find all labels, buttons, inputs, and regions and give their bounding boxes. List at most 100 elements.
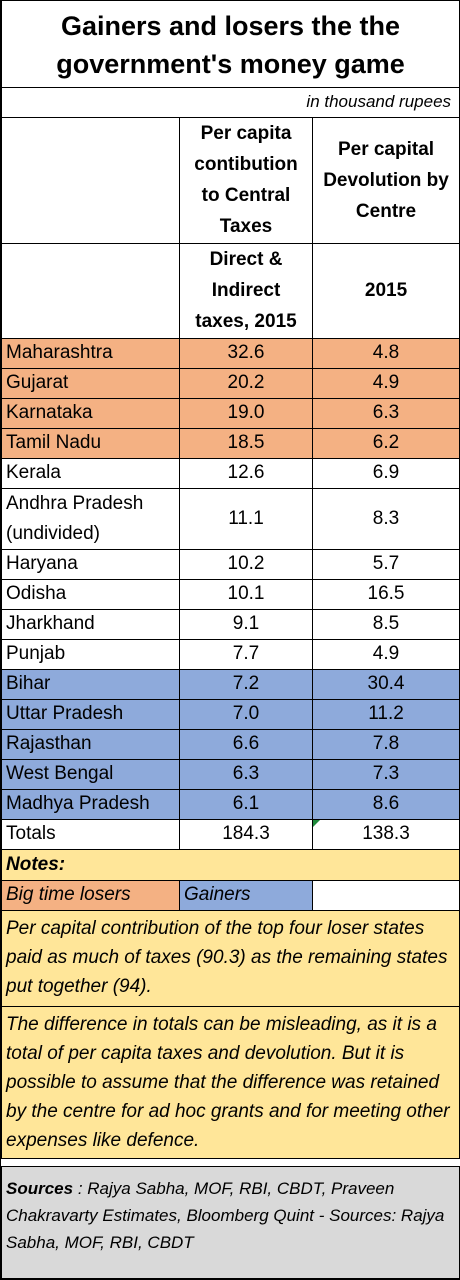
state-name-line: Punjab [6,643,66,664]
notes-heading-row: Notes: [0,848,460,881]
state-name: Punjab [1,638,180,670]
devolution-value: 8.5 [311,608,460,640]
subheader-contribution-line: taxes, 2015 [195,311,297,332]
header-contribution: Per capita contibution to Central Taxes [179,116,313,244]
table-row: Karnataka 19.0 6.3 [1,397,460,429]
contribution-value: 10.1 [179,578,313,610]
devolution-value: 7.8 [311,728,460,760]
title-row: Gainers and losers the the government's … [0,1,460,88]
devolution-value: 6.3 [311,397,460,429]
contribution-value: 12.6 [179,457,313,489]
contribution-value: 7.2 [179,668,313,700]
units-row: in thousand rupees [0,86,460,118]
state-name-line: Madhya Pradesh [6,793,150,814]
table-row: Bihar 7.2 30.4 [1,668,460,700]
totals-contribution: 184.3 [179,818,313,850]
state-name-line: Odisha [6,583,67,604]
state-name: Jharkhand [1,608,180,640]
table-row: Jharkhand 9.1 8.5 [1,608,460,640]
state-name: Rajasthan [1,728,180,760]
header-devolution-line: Centre [355,200,417,222]
devolution-value: 4.8 [311,337,460,369]
title-line-2: government's money game [56,49,405,80]
contribution-value: 32.6 [179,337,313,369]
totals-row: Totals 184.3 138.3 [1,818,460,850]
state-name: Uttar Pradesh [1,698,180,730]
state-name: Gujarat [1,367,180,399]
devolution-value: 8.3 [311,487,460,550]
contribution-value: 7.0 [179,698,313,730]
contribution-value: 6.1 [179,788,313,820]
table-row: Odisha 10.1 16.5 [1,578,460,610]
table-row: Maharashtra 32.6 4.8 [1,337,460,369]
contribution-value: 11.1 [179,487,313,550]
state-name-line: Andhra Pradesh [6,492,144,514]
devolution-value: 16.5 [311,578,460,610]
devolution-value: 11.2 [311,698,460,730]
devolution-value: 6.2 [311,427,460,459]
table-row: Uttar Pradesh 7.0 11.2 [1,698,460,730]
state-name: Kerala [1,457,180,489]
state-name-line: Gujarat [6,372,69,393]
contribution-value: 18.5 [179,427,313,459]
table-row: Gujarat 20.2 4.9 [1,367,460,399]
state-name: Tamil Nadu [1,427,180,459]
gap-row [1,1157,460,1167]
state-name: Odisha [1,578,180,610]
header-blank-cell [1,116,180,244]
state-name-line: Jharkhand [6,613,95,634]
contribution-value: 9.1 [179,608,313,640]
header-contribution-line: Per capita [200,123,292,144]
header-devolution-line: Per capital [337,138,435,160]
cell-marker-icon [313,819,320,827]
header-row: Per capita contibution to Central Taxes … [1,116,460,244]
devolution-value: 4.9 [311,367,460,399]
sources-note: Sources : Rajya Sabha, MOF, RBI, CBDT, P… [0,1165,460,1279]
devolution-value: 6.9 [311,457,460,489]
table-row: Madhya Pradesh 6.1 8.6 [1,788,460,820]
sources-text: : Rajya Sabha, MOF, RBI, CBDT, Praveen C… [6,1178,445,1252]
header-devolution-line: Devolution by [323,169,449,191]
header-contribution-line: Taxes [219,216,273,237]
subheader-devolution: 2015 [311,242,460,339]
state-name-line: Maharashtra [6,342,113,363]
contribution-value: 20.2 [179,367,313,399]
table-row: Haryana 10.2 5.7 [1,548,460,580]
contribution-value: 10.2 [179,548,313,580]
table-row: Rajasthan 6.6 7.8 [1,728,460,760]
subheader-contribution-line: Direct & [209,249,283,270]
title-line-1: Gainers and losers the the [60,11,401,42]
devolution-value: 5.7 [311,548,460,580]
subheader-row: Direct & Indirect taxes, 2015 2015 [1,242,460,339]
subheader-blank-cell [1,242,180,339]
subheader-contribution-line: Indirect [211,280,281,301]
devolution-value: 30.4 [311,668,460,700]
devolution-value: 4.9 [311,638,460,670]
state-name-line: Uttar Pradesh [6,703,124,724]
state-name: Haryana [1,548,180,580]
state-name-line: Rajasthan [6,733,92,754]
note-2-row: The difference in totals can be misleadi… [0,1005,460,1159]
state-name-line: Haryana [6,553,78,574]
state-name-line: Tamil Nadu [6,432,102,453]
contribution-value: 19.0 [179,397,313,429]
note-1: Per capital contribution of the top four… [0,909,460,1007]
contribution-value: 6.3 [179,758,313,790]
subheader-contribution: Direct & Indirect taxes, 2015 [179,242,313,339]
sources-row: Sources : Rajya Sabha, MOF, RBI, CBDT, P… [0,1165,460,1279]
state-name-line: Bihar [6,673,51,694]
sources-label: Sources [6,1178,74,1198]
table-row: West Bengal 6.3 7.3 [1,758,460,790]
state-name-line: Kerala [6,462,61,483]
state-name-line: Karnataka [6,402,93,423]
legend-gainers: Gainers [179,879,313,911]
spacer [1,1157,460,1167]
totals-devolution: 138.3 [311,818,460,850]
totals-label: Totals [1,818,180,850]
state-name: Bihar [1,668,180,700]
header-contribution-line: contibution [194,154,298,175]
table-row: Tamil Nadu 18.5 6.2 [1,427,460,459]
note-1-row: Per capital contribution of the top four… [0,909,460,1007]
